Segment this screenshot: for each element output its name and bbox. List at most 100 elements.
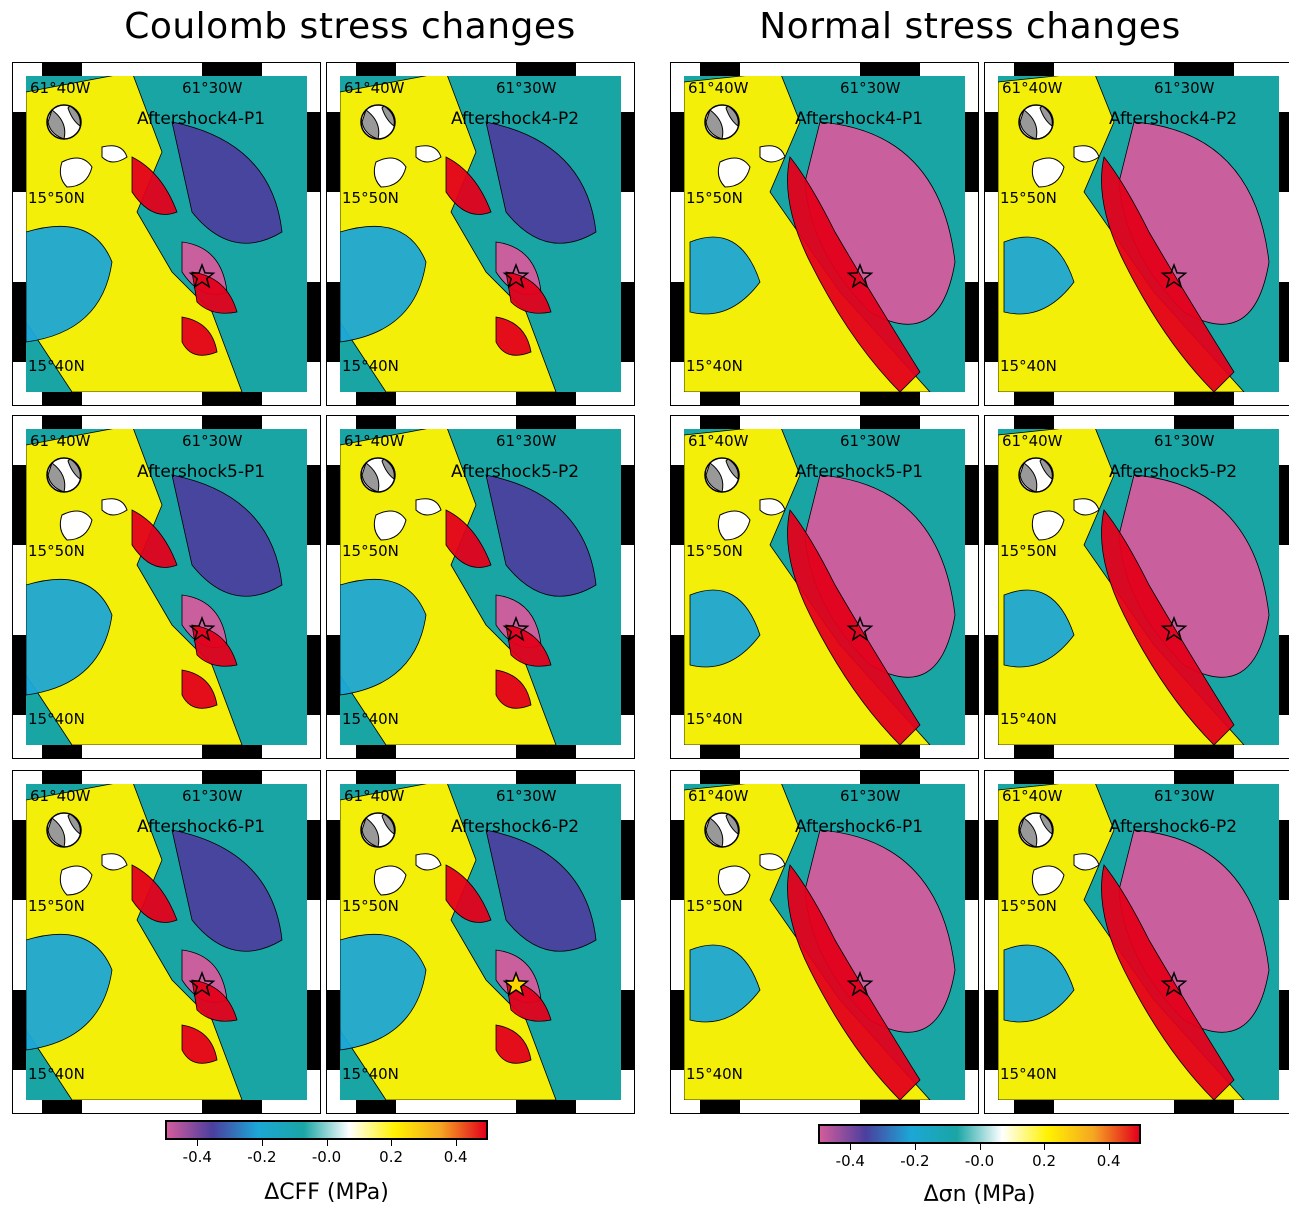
stress-region (689, 236, 761, 315)
panel-title: Aftershock5-P1 (795, 462, 924, 482)
colorbar-tick-label: -0.0 (311, 1148, 342, 1166)
map-panel: 61°40W 61°30W 15°50N 15°40N Aftershock5-P2 (984, 415, 1289, 759)
normal-colorbar-title: Δσn (MPa) (923, 1182, 1036, 1207)
stress-region (26, 578, 113, 696)
epicenter-star-icon (1160, 262, 1188, 289)
island-outline (59, 145, 128, 188)
map-border-scale (984, 415, 1289, 759)
island-outline (717, 145, 786, 188)
map-border-scale (12, 770, 321, 1114)
island-outline (59, 498, 128, 541)
lat-south-label: 15°40N (686, 1065, 743, 1083)
stress-region (340, 225, 427, 343)
epicenter-star-icon (1160, 615, 1188, 642)
stress-region (26, 933, 113, 1051)
lon-east-label: 61°30W (1154, 787, 1215, 805)
epicenter-star-icon (1160, 970, 1188, 997)
lon-west-label: 61°40W (688, 432, 749, 450)
map-border-scale (326, 415, 635, 759)
focal-mechanism-icon (360, 457, 396, 493)
lon-east-label: 61°30W (1154, 79, 1215, 97)
epicenter-star-icon (188, 262, 216, 289)
lat-south-label: 15°40N (342, 710, 399, 728)
map-panel: 61°40W 61°30W 15°50N 15°40N Aftershock4-P2 (984, 62, 1289, 406)
focal-mechanism-icon (1018, 104, 1054, 140)
lat-south-label: 15°40N (28, 1065, 85, 1083)
coulomb-colorbar (165, 1120, 488, 1140)
lon-east-label: 61°30W (1154, 432, 1215, 450)
colorbar-tick (850, 1144, 852, 1150)
stress-region (1003, 589, 1075, 668)
stress-region (131, 156, 178, 215)
map-panel: 61°40W 61°30W 15°50N 15°40N Aftershock4-P2 (326, 62, 635, 406)
focal-mechanism-icon (360, 812, 396, 848)
lat-north-label: 15°50N (28, 189, 85, 207)
stress-region (171, 474, 283, 597)
island-outline (1031, 853, 1100, 896)
panel-title: Aftershock4-P1 (137, 109, 266, 129)
map-panel: 61°40W 61°30W 15°50N 15°40N Aftershock6-P2 (326, 770, 635, 1114)
colorbar-tick-label: -0.4 (835, 1152, 865, 1170)
lat-north-label: 15°50N (686, 189, 743, 207)
coulomb-heading: Coulomb stress changes (124, 6, 576, 47)
lon-west-label: 61°40W (1002, 79, 1063, 97)
stress-region (495, 669, 532, 709)
colorbar-tick-label: -0.0 (964, 1152, 995, 1170)
stress-region (1101, 509, 1235, 745)
map-border-scale (12, 62, 321, 406)
lat-north-label: 15°50N (1000, 542, 1057, 560)
epicenter-star-icon (188, 615, 216, 642)
lon-east-label: 61°30W (840, 787, 901, 805)
map-panel: 61°40W 61°30W 15°50N 15°40N Aftershock5-P2 (326, 415, 635, 759)
stress-region (181, 1024, 218, 1064)
lon-east-label: 61°30W (182, 79, 243, 97)
stress-region (181, 669, 218, 709)
map-panel: 61°40W 61°30W 15°50N 15°40N Aftershock5-P1 (670, 415, 979, 759)
island-outline (1031, 498, 1100, 541)
stress-region (495, 1024, 532, 1064)
map-panel: 61°40W 61°30W 15°50N 15°40N Aftershock4-P1 (12, 62, 321, 406)
map-border-scale (12, 415, 321, 759)
lon-west-label: 61°40W (30, 79, 91, 97)
lon-east-label: 61°30W (182, 432, 243, 450)
stress-region (171, 121, 283, 244)
epicenter-star-icon (846, 615, 874, 642)
colorbar-tick (261, 1140, 263, 1146)
island-outline (373, 853, 442, 896)
stress-map (12, 62, 321, 406)
stress-region (495, 316, 532, 356)
stress-map (670, 62, 979, 406)
panel-title: Aftershock4-P1 (795, 109, 924, 129)
panel-title: Aftershock6-P1 (137, 817, 266, 837)
map-border-scale (670, 62, 979, 406)
colorbar-tick-label: 0.4 (443, 1148, 468, 1166)
island-outline (717, 498, 786, 541)
stress-region (445, 864, 492, 923)
stress-region (689, 589, 761, 668)
stress-map (326, 62, 635, 406)
map-border-scale (670, 770, 979, 1114)
stress-region (1101, 156, 1235, 392)
focal-mechanism-icon (704, 104, 740, 140)
map-panel: 61°40W 61°30W 15°50N 15°40N Aftershock6-P1 (670, 770, 979, 1114)
lat-north-label: 15°50N (28, 897, 85, 915)
lon-west-label: 61°40W (344, 79, 405, 97)
colorbar-tick (1044, 1144, 1046, 1150)
focal-mechanism-icon (704, 457, 740, 493)
lat-south-label: 15°40N (1000, 710, 1057, 728)
stress-map (984, 770, 1289, 1114)
lon-west-label: 61°40W (1002, 787, 1063, 805)
stress-region (787, 864, 921, 1100)
colorbar-tick (979, 1144, 981, 1150)
panel-title: Aftershock5-P2 (1109, 462, 1238, 482)
colorbar-tick-label: -0.2 (247, 1148, 277, 1166)
lat-south-label: 15°40N (28, 710, 85, 728)
lat-north-label: 15°50N (1000, 897, 1057, 915)
colorbar-tick (914, 1144, 916, 1150)
lat-north-label: 15°50N (342, 189, 399, 207)
lat-north-label: 15°50N (28, 542, 85, 560)
stress-region (131, 864, 178, 923)
lon-west-label: 61°40W (344, 787, 405, 805)
colorbar-tick-label: -0.4 (182, 1148, 212, 1166)
lat-south-label: 15°40N (1000, 1065, 1057, 1083)
